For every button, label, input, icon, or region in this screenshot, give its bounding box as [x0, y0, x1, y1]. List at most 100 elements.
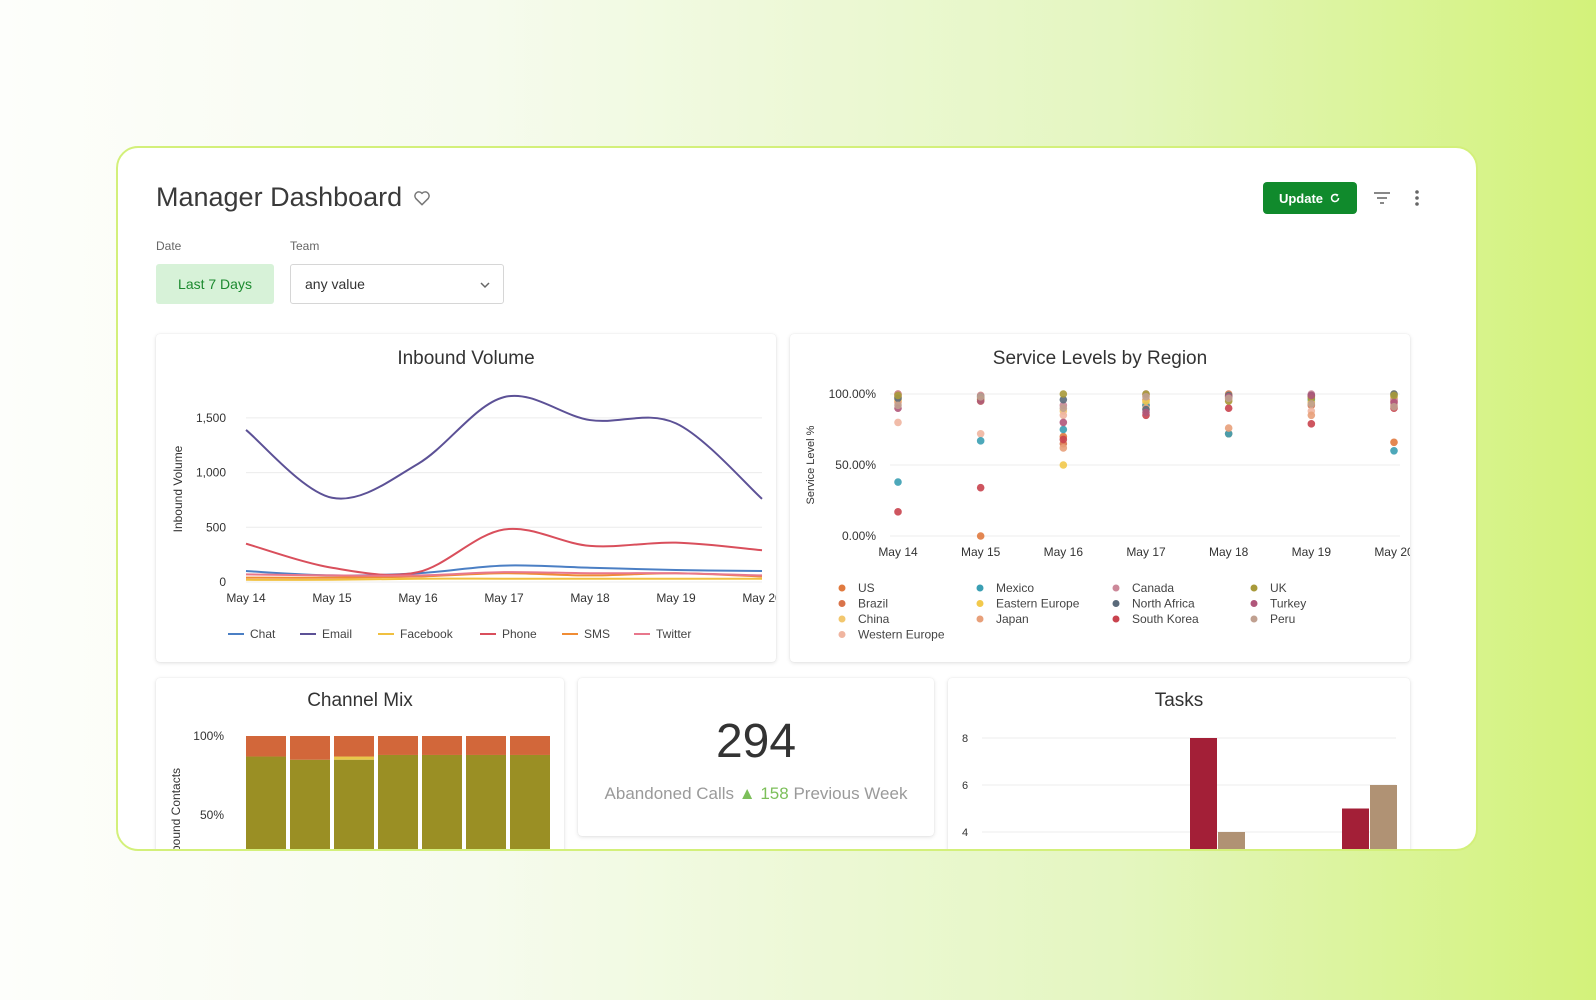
legend-label: Turkey [1270, 597, 1306, 611]
task-bar [1370, 785, 1397, 849]
series-line-email [245, 394, 763, 500]
legend-swatch [838, 615, 846, 623]
scatter-point [1390, 391, 1398, 400]
y-tick-label: 8 [962, 733, 968, 745]
scatter-point [1059, 435, 1068, 444]
legend-swatch [1112, 584, 1120, 592]
scatter-point [976, 429, 985, 438]
y-tick-label: 1,500 [196, 411, 226, 425]
legend-swatch [1250, 600, 1258, 607]
up-arrow-icon: ▲ [738, 784, 756, 803]
stacked-bar-segment [510, 754, 550, 849]
date-filter-label: Date [156, 239, 182, 253]
abandoned-calls-tile: 294 Abandoned Calls ▲ 158 Previous Week [578, 678, 934, 836]
stacked-bar-segment [334, 736, 374, 757]
service-levels-title: Service Levels by Region [992, 348, 1208, 369]
legend-label: China [858, 612, 890, 626]
date-filter-chip[interactable]: Last 7 Days [156, 264, 274, 304]
x-tick-label: May 16 [1044, 545, 1084, 559]
scatter-point [1390, 438, 1398, 447]
stacked-bar-segment [334, 756, 374, 760]
scatter-point [1307, 411, 1316, 420]
stacked-bar-segment [334, 759, 374, 849]
y-tick-label: 100.00% [829, 387, 877, 401]
page-title: Manager Dashboard [156, 182, 403, 212]
filter-icon[interactable] [1372, 188, 1392, 208]
legend-label: SMS [584, 627, 610, 641]
y-axis-label: Service Level % [805, 425, 817, 504]
channel-mix-tile: Channel Mix 100% 50% Inbound Contacts [156, 678, 564, 851]
stacked-bar-segment [290, 759, 330, 849]
scatter-point [976, 437, 985, 445]
x-tick-label: May 18 [1209, 545, 1249, 559]
scatter-point [1142, 393, 1150, 401]
scatter-point [1224, 429, 1233, 438]
legend-label: South Korea [1132, 612, 1199, 626]
legend-label: Facebook [400, 627, 454, 641]
task-bar [1218, 832, 1245, 849]
legend-swatch [976, 584, 984, 592]
legend-swatch [838, 631, 846, 638]
chevron-down-icon [480, 282, 490, 289]
legend-swatch [976, 600, 984, 607]
heart-icon[interactable] [412, 188, 432, 208]
team-select-value: any value [305, 276, 365, 292]
scatter-point [976, 532, 985, 540]
kpi-subtitle: Abandoned Calls ▲ 158 Previous Week [578, 784, 934, 804]
kpi-label: Abandoned Calls [604, 784, 735, 803]
scatter-point [894, 508, 902, 516]
legend-label: Mexico [996, 581, 1034, 595]
legend-swatch [838, 600, 846, 607]
update-button[interactable]: Update [1263, 182, 1357, 214]
task-bar [1342, 808, 1369, 849]
scatter-point [1307, 420, 1316, 428]
dashboard-card: Manager Dashboard Update Date Team Last … [116, 146, 1478, 851]
tasks-chart: 8 6 4 [962, 733, 1397, 849]
kebab-menu-icon[interactable] [1412, 188, 1422, 208]
stacked-bar-segment [378, 736, 418, 755]
scatter-point [1142, 408, 1150, 417]
x-tick-label: May 16 [398, 591, 438, 605]
legend-swatch [976, 615, 984, 623]
x-tick-label: May 17 [1126, 545, 1166, 559]
legend-label: Email [322, 627, 352, 641]
x-tick-label: May 14 [226, 591, 266, 605]
series-line-facebook [245, 577, 762, 581]
update-label: Update [1278, 190, 1324, 206]
y-tick-label: 1,000 [196, 466, 226, 480]
x-tick-label: May 18 [570, 591, 610, 605]
stacked-bar-segment [378, 754, 418, 849]
x-tick-label: May 20 [1374, 545, 1410, 559]
team-filter-label: Team [290, 239, 320, 253]
stacked-bar-segment [510, 736, 550, 755]
stacked-bar-segment [246, 736, 286, 757]
legend-label: Japan [996, 612, 1029, 626]
scatter-point [1059, 444, 1068, 452]
scatter-point [1059, 411, 1068, 420]
title-row: Manager Dashboard [156, 182, 432, 213]
y-axis-label: Inbound Contacts [169, 768, 183, 851]
inbound-volume-chart: 0 500 1,000 1,500 May 14 May 15 May 16 May 17 Ma… [171, 394, 776, 641]
legend-label: Brazil [858, 597, 888, 611]
scatter-point [1390, 447, 1398, 455]
channel-mix-title: Channel Mix [307, 690, 413, 711]
scatter-point [894, 418, 902, 427]
team-select[interactable]: any value [290, 264, 504, 304]
x-tick-label: May 20 [742, 591, 776, 605]
scatter-point [894, 401, 902, 410]
y-axis-label: Inbound Volume [171, 445, 185, 532]
legend-label: Canada [1132, 581, 1174, 595]
y-tick-label: 50% [200, 808, 224, 822]
y-tick-label: 500 [206, 520, 226, 534]
x-tick-label: May 15 [961, 545, 1001, 559]
scatter-point [1307, 400, 1316, 408]
y-tick-label: 6 [962, 780, 968, 792]
x-tick-label: May 17 [484, 591, 524, 605]
legend-label: Phone [502, 627, 537, 641]
service-levels-tile: Service Levels by Region 0.00% 50.00% 100.… [790, 334, 1410, 662]
stacked-bar-segment [246, 756, 286, 849]
task-bar [1190, 738, 1217, 849]
scatter-point [1307, 391, 1316, 400]
scatter-point [1224, 424, 1233, 432]
scatter-point [976, 393, 985, 401]
